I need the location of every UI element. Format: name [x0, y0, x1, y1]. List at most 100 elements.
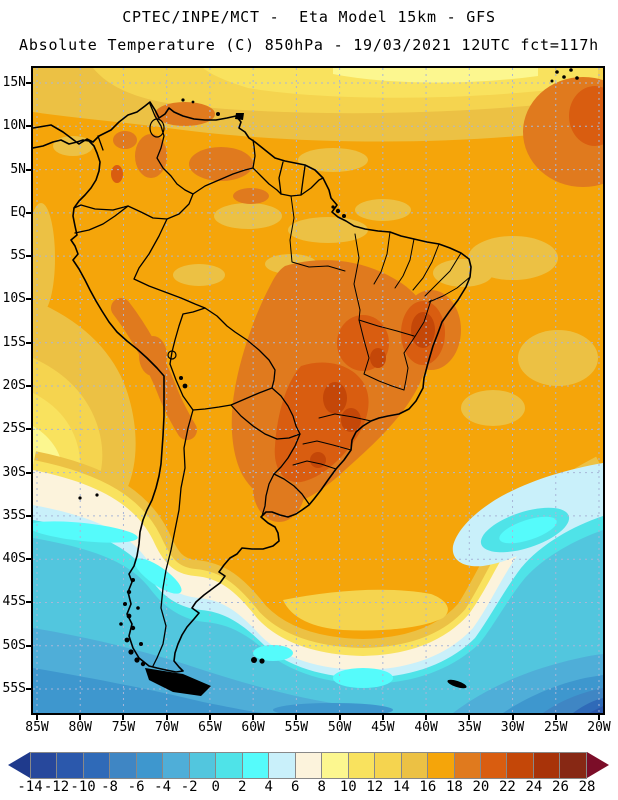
lon-tick	[79, 715, 82, 720]
lat-tick	[26, 428, 31, 431]
lon-tick	[468, 715, 471, 720]
colorbar	[30, 752, 587, 779]
colorbar-tick--2: -2	[180, 779, 198, 795]
pacific-islands	[78, 493, 99, 500]
colorbar-cell-14-to-16	[401, 753, 429, 778]
lon-tick	[295, 715, 298, 720]
lat-label-20S: 20S	[2, 378, 26, 394]
lat-tick	[26, 211, 31, 214]
page-title: CPTEC/INPE/MCT - Eta Model 15km - GFS	[122, 8, 496, 26]
lat-label-45S: 45S	[2, 594, 26, 610]
colorbar-tick-0: 0	[211, 779, 220, 795]
lat-tick	[26, 341, 31, 344]
lon-label-45W: 45W	[371, 720, 395, 735]
colorbar-tick-26: 26	[552, 779, 569, 795]
bright-cyan-patches	[33, 521, 393, 688]
lat-tick	[26, 471, 31, 474]
map-frame	[31, 66, 605, 715]
temperature-map	[33, 68, 603, 713]
colorbar-cell-22-to-24	[507, 753, 534, 778]
lat-label-5N: 5N	[10, 161, 26, 177]
colorbar-tick-28: 28	[578, 779, 596, 795]
lat-tick	[26, 558, 31, 561]
lon-tick	[425, 715, 428, 720]
lon-label-35W: 35W	[457, 720, 482, 735]
lat-tick	[26, 298, 31, 301]
colorbar-tick-12: 12	[366, 779, 384, 795]
lon-tick	[554, 715, 557, 720]
country-borders	[73, 103, 324, 667]
lat-tick	[26, 168, 31, 171]
grid-lines	[33, 68, 603, 713]
lat-label-EQ: EQ	[10, 204, 26, 220]
lon-label-85W: 85W	[25, 720, 49, 735]
colorbar-cell-4-to-6	[269, 753, 296, 778]
lon-label-60W: 60W	[241, 720, 265, 735]
lat-label-30S: 30S	[2, 464, 26, 480]
lon-tick	[511, 715, 514, 720]
lat-tick	[26, 82, 31, 84]
colorbar-cell--12-to--10	[57, 753, 84, 778]
lat-label-10S: 10S	[2, 291, 26, 307]
state-borders	[289, 195, 471, 470]
colorbar-cell-16-to-18	[428, 753, 455, 778]
colorbar-tick--14: -14	[17, 779, 43, 795]
lat-label-55S: 55S	[2, 681, 26, 697]
amazon-mouth-islands	[331, 205, 346, 218]
colorbar-cell-2-to-4	[242, 753, 270, 778]
colorbar-cell-8-to-10	[322, 753, 349, 778]
lon-label-40W: 40W	[414, 720, 438, 735]
colorbar-right-arrow	[587, 752, 609, 778]
lon-tick	[122, 715, 125, 720]
lon-label-75W: 75W	[111, 720, 136, 735]
colorbar-cell--10-to--8	[83, 753, 111, 778]
colorbar-cell-26-to-28	[560, 753, 586, 778]
colorbar-tick-24: 24	[525, 779, 543, 795]
colorbar-tick--4: -4	[154, 779, 172, 795]
lon-label-70W: 70W	[154, 720, 179, 735]
coastline-layer	[33, 68, 579, 696]
colorbar-tick-2: 2	[237, 779, 247, 795]
north-orange-patches	[111, 102, 269, 440]
lon-tick	[165, 715, 168, 720]
chilean-fjords	[119, 578, 146, 667]
hottest-spots	[310, 312, 435, 468]
lake-maracaibo	[149, 118, 165, 138]
colorbar-left-arrow	[8, 752, 30, 778]
lon-tick	[597, 715, 600, 720]
colorbar-cell-12-to-14	[375, 753, 402, 778]
lon-label-25W: 25W	[544, 720, 568, 735]
colorbar-cell-20-to-22	[480, 753, 508, 778]
colorbar-cell--6-to--4	[136, 753, 164, 778]
lon-label-55W: 55W	[284, 720, 309, 735]
colorbar-cell--14-to--12	[31, 753, 58, 778]
lon-tick	[252, 715, 255, 720]
lon-label-65W: 65W	[198, 720, 222, 735]
lon-tick	[381, 715, 384, 720]
colorbar-tick--6: -6	[127, 779, 145, 795]
lon-tick	[208, 715, 211, 720]
lon-label-80W: 80W	[68, 720, 92, 735]
colorbar-cell-18-to-20	[454, 753, 481, 778]
lat-tick	[26, 385, 31, 388]
colorbar-tick-10: 10	[339, 779, 357, 795]
lat-label-15S: 15S	[2, 334, 26, 350]
colorbar-tick--12: -12	[43, 779, 70, 795]
lat-tick	[26, 688, 31, 691]
lat-label-40S: 40S	[2, 551, 26, 567]
colorbar-tick--8: -8	[101, 779, 118, 795]
south-america-coastline	[33, 101, 472, 673]
lat-label-25S: 25S	[2, 421, 26, 437]
lat-tick	[26, 255, 31, 258]
colorbar-cell-24-to-26	[533, 753, 561, 778]
colorbar-tick-16: 16	[419, 779, 437, 795]
colorbar-cell-6-to-8	[295, 753, 323, 778]
lat-tick	[26, 125, 31, 128]
colorbar-tick-20: 20	[472, 779, 490, 795]
trinidad-island	[235, 113, 244, 120]
lat-label-50S: 50S	[2, 637, 26, 653]
lon-label-50W: 50W	[327, 720, 352, 735]
colorbar-tick-4: 4	[264, 779, 273, 795]
colorbar-tick-14: 14	[392, 779, 410, 795]
